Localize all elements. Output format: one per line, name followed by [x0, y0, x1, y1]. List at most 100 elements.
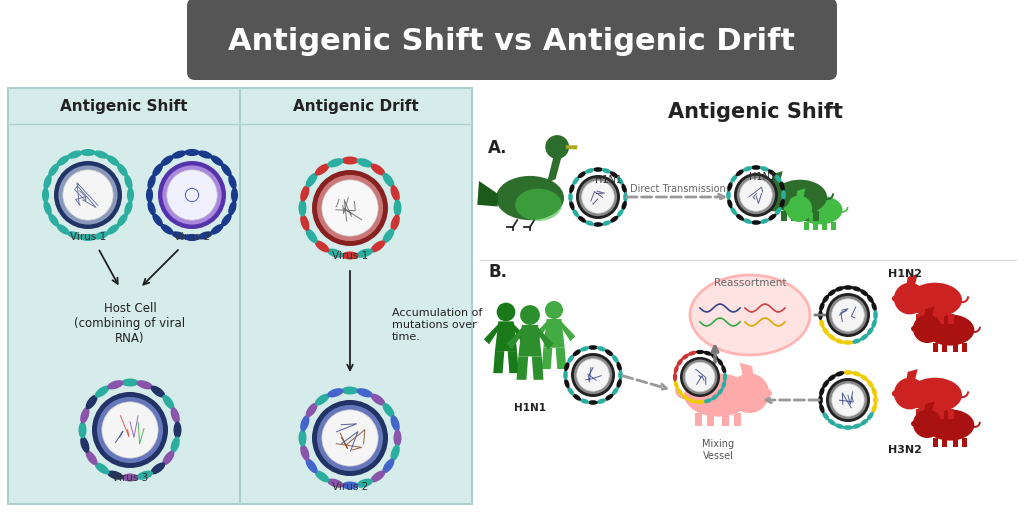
Circle shape [575, 175, 620, 219]
Circle shape [913, 314, 941, 343]
Ellipse shape [677, 388, 683, 396]
Ellipse shape [106, 155, 120, 166]
Text: H1N1: H1N1 [749, 172, 775, 182]
Circle shape [577, 359, 609, 391]
Ellipse shape [866, 327, 873, 335]
Ellipse shape [122, 378, 138, 387]
Ellipse shape [569, 201, 574, 210]
Ellipse shape [578, 216, 586, 223]
Ellipse shape [585, 168, 594, 174]
Polygon shape [534, 328, 553, 349]
Ellipse shape [597, 398, 606, 404]
Ellipse shape [860, 334, 868, 340]
Ellipse shape [211, 155, 223, 166]
Ellipse shape [147, 201, 156, 216]
Bar [805, 222, 809, 230]
Ellipse shape [760, 219, 769, 224]
Ellipse shape [94, 151, 109, 159]
Ellipse shape [818, 395, 823, 405]
Ellipse shape [908, 378, 962, 412]
Ellipse shape [314, 241, 330, 252]
Ellipse shape [730, 207, 737, 216]
Ellipse shape [211, 224, 223, 234]
Circle shape [92, 392, 168, 468]
Ellipse shape [822, 379, 829, 388]
Circle shape [62, 170, 114, 220]
Bar [813, 222, 817, 230]
Ellipse shape [300, 415, 309, 432]
Ellipse shape [390, 415, 399, 432]
Text: Virus 1: Virus 1 [332, 251, 368, 261]
Ellipse shape [124, 201, 132, 216]
Ellipse shape [515, 188, 562, 221]
Ellipse shape [775, 175, 781, 183]
Ellipse shape [48, 163, 59, 177]
Ellipse shape [567, 355, 574, 363]
Ellipse shape [572, 349, 581, 356]
Ellipse shape [146, 187, 153, 203]
Ellipse shape [95, 462, 110, 475]
Ellipse shape [327, 158, 343, 167]
Ellipse shape [300, 215, 309, 231]
Ellipse shape [852, 286, 861, 291]
Ellipse shape [860, 419, 868, 425]
Ellipse shape [624, 192, 628, 202]
Polygon shape [739, 362, 754, 379]
Ellipse shape [866, 379, 873, 388]
Ellipse shape [835, 423, 844, 429]
Ellipse shape [908, 283, 962, 317]
Ellipse shape [760, 389, 772, 398]
Ellipse shape [727, 199, 732, 208]
Ellipse shape [327, 388, 343, 397]
Bar [933, 343, 938, 352]
Ellipse shape [703, 351, 712, 356]
Circle shape [497, 303, 515, 322]
Circle shape [312, 400, 388, 476]
Ellipse shape [390, 444, 399, 461]
Ellipse shape [382, 173, 394, 187]
Circle shape [101, 402, 158, 458]
Bar [722, 413, 729, 425]
Ellipse shape [781, 190, 785, 200]
Ellipse shape [751, 165, 761, 170]
Ellipse shape [122, 474, 138, 481]
Ellipse shape [80, 436, 89, 453]
Bar [962, 343, 967, 352]
Text: H3N2: H3N2 [888, 445, 922, 455]
Ellipse shape [588, 345, 598, 350]
Ellipse shape [572, 209, 580, 218]
Ellipse shape [768, 169, 776, 176]
Ellipse shape [866, 412, 873, 420]
Text: Mixing
Vessel: Mixing Vessel [701, 439, 734, 461]
Ellipse shape [108, 380, 124, 390]
Circle shape [54, 161, 122, 229]
Ellipse shape [717, 388, 723, 396]
Ellipse shape [892, 390, 902, 397]
Ellipse shape [564, 379, 569, 388]
Text: Virus 2: Virus 2 [332, 482, 368, 492]
Ellipse shape [860, 289, 868, 296]
Ellipse shape [835, 371, 844, 376]
Ellipse shape [572, 394, 581, 401]
Ellipse shape [161, 155, 173, 166]
Circle shape [312, 170, 388, 246]
Polygon shape [547, 154, 562, 183]
Bar [952, 343, 957, 352]
Ellipse shape [572, 177, 580, 185]
Ellipse shape [147, 175, 156, 189]
Text: H1N2: H1N2 [888, 269, 922, 279]
Polygon shape [518, 325, 542, 356]
Ellipse shape [819, 302, 824, 311]
Ellipse shape [688, 351, 696, 356]
Ellipse shape [184, 234, 200, 241]
Ellipse shape [106, 224, 120, 234]
Circle shape [571, 353, 615, 397]
Ellipse shape [674, 365, 679, 374]
Ellipse shape [163, 395, 174, 410]
Polygon shape [509, 324, 528, 344]
Ellipse shape [567, 387, 574, 395]
Text: H1N1: H1N1 [595, 175, 622, 185]
Ellipse shape [43, 175, 52, 189]
Bar [813, 211, 819, 222]
Text: Antigenic Drift: Antigenic Drift [293, 99, 419, 115]
